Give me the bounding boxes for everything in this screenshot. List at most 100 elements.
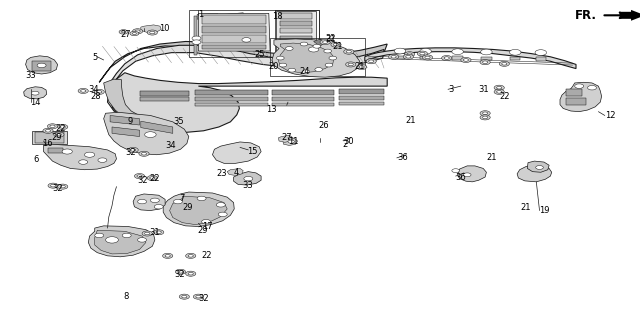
Text: 29: 29 [197,226,207,235]
Polygon shape [112,127,140,137]
Polygon shape [481,57,492,60]
Circle shape [192,36,201,41]
Text: 36: 36 [397,153,408,162]
Circle shape [154,204,163,209]
Text: 15: 15 [247,147,257,156]
Polygon shape [280,21,312,26]
Polygon shape [32,131,67,144]
Circle shape [142,231,152,236]
Text: 34: 34 [165,141,176,150]
Circle shape [480,111,490,116]
Circle shape [315,68,323,71]
Circle shape [202,219,211,224]
Polygon shape [224,13,244,20]
Polygon shape [99,41,387,82]
Circle shape [60,185,65,188]
Circle shape [60,126,65,128]
Circle shape [156,231,161,234]
Text: 4: 4 [234,168,239,177]
Circle shape [134,174,145,179]
Text: FR.: FR. [575,9,596,22]
Text: 32: 32 [198,294,209,303]
Circle shape [186,253,196,258]
Polygon shape [26,56,58,74]
Circle shape [45,130,51,132]
Circle shape [56,133,61,136]
Circle shape [417,51,428,56]
Circle shape [308,47,319,52]
Circle shape [244,176,253,181]
Text: 18: 18 [272,12,283,21]
Polygon shape [195,90,268,95]
Circle shape [463,59,468,61]
Polygon shape [280,36,312,45]
Circle shape [196,295,201,298]
Circle shape [106,237,118,243]
Circle shape [188,255,193,257]
Circle shape [420,52,425,55]
Circle shape [483,61,488,63]
Circle shape [288,68,296,72]
Polygon shape [24,87,47,99]
Circle shape [313,44,321,48]
Polygon shape [365,48,576,69]
Circle shape [186,271,196,276]
Circle shape [394,48,406,54]
Circle shape [425,56,430,59]
Circle shape [320,40,330,45]
Text: 31: 31 [479,85,490,94]
Text: 21: 21 [333,42,343,51]
Circle shape [497,86,502,89]
Polygon shape [395,56,405,59]
Polygon shape [110,115,140,125]
Text: 32: 32 [125,148,136,157]
Text: 8: 8 [124,292,129,300]
Circle shape [188,272,193,275]
Circle shape [333,43,339,46]
FancyArrow shape [620,10,640,21]
Polygon shape [108,45,384,122]
Polygon shape [339,96,384,100]
Polygon shape [458,166,486,182]
Circle shape [139,151,149,156]
Text: 13: 13 [266,105,276,114]
Circle shape [138,199,147,204]
Polygon shape [280,28,312,33]
Polygon shape [566,89,582,96]
Circle shape [481,49,492,55]
Circle shape [536,166,543,169]
Polygon shape [272,39,360,77]
Circle shape [407,53,412,56]
Circle shape [483,112,488,115]
Text: 12: 12 [605,111,615,120]
Text: 6: 6 [33,155,38,164]
Polygon shape [194,16,197,55]
Circle shape [131,149,136,151]
Circle shape [178,271,183,273]
Circle shape [163,253,173,258]
Circle shape [97,91,102,93]
Text: 5: 5 [93,53,98,62]
Circle shape [58,184,68,189]
Text: 9: 9 [128,117,133,126]
Polygon shape [276,11,316,56]
Circle shape [279,63,287,67]
Circle shape [78,88,88,93]
Circle shape [406,56,411,58]
Text: 3: 3 [448,85,453,94]
Circle shape [95,233,104,238]
Circle shape [452,169,460,173]
Circle shape [444,57,449,59]
Circle shape [128,147,138,152]
Polygon shape [560,82,602,112]
Text: 31: 31 [149,228,160,237]
Text: 20: 20 [269,62,279,71]
Text: 29: 29 [51,133,61,142]
Circle shape [94,89,104,94]
Circle shape [193,294,204,299]
Text: 27: 27 [120,30,131,39]
Text: 14: 14 [30,98,40,107]
Circle shape [138,238,147,242]
Polygon shape [510,57,520,60]
Circle shape [62,149,72,154]
